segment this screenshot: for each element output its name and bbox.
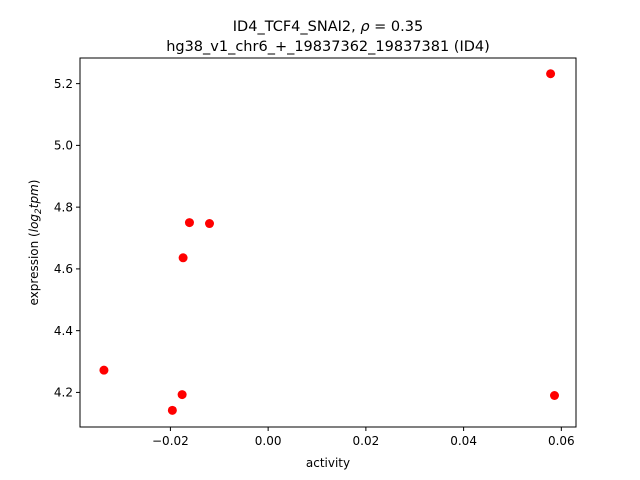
x-axis-label: activity xyxy=(306,456,350,470)
x-axis-ticks: −0.02 0.00 0.02 0.04 0.06 xyxy=(152,427,575,448)
y-tick-label-4: 5.0 xyxy=(54,139,73,153)
y-axis-label-tpm: tpm xyxy=(27,184,41,208)
y-axis-label-log: log xyxy=(27,214,41,233)
data-point-4 xyxy=(184,218,194,228)
chart-title-prefix: ID4_TCF4_SNAI2, xyxy=(233,19,361,35)
y-axis-label-sub: 2 xyxy=(34,208,44,214)
data-points xyxy=(99,69,559,415)
x-tick-label-3: 0.04 xyxy=(450,434,477,448)
y-axis-ticks: 4.2 4.4 4.6 4.8 5.0 5.2 xyxy=(54,77,80,400)
x-tick-label-2: 0.02 xyxy=(353,434,380,448)
chart-title-rho-symbol: ρ xyxy=(360,19,370,35)
data-point-7 xyxy=(550,391,559,400)
y-axis-label-prefix: expression ( xyxy=(27,232,41,305)
data-point-5 xyxy=(205,219,214,229)
x-tick-label-4: 0.06 xyxy=(548,434,575,448)
x-tick-label-0: −0.02 xyxy=(152,434,189,448)
y-tick-label-1: 4.4 xyxy=(54,324,73,338)
y-tick-label-5: 5.2 xyxy=(54,77,73,91)
data-point-2 xyxy=(177,390,187,400)
chart-title-line1: ID4_TCF4_SNAI2, ρ = 0.35 xyxy=(233,19,423,35)
y-tick-label-2: 4.6 xyxy=(54,262,73,276)
data-point-3 xyxy=(178,253,188,263)
y-axis-label: expression (log2tpm) xyxy=(27,180,44,306)
chart-title-rho-value: = 0.35 xyxy=(370,19,424,35)
x-tick-label-1: 0.00 xyxy=(255,434,282,448)
y-tick-label-3: 4.8 xyxy=(54,200,73,214)
y-axis-label-suffix: ) xyxy=(27,180,41,185)
axes-frame xyxy=(79,57,577,428)
data-point-6 xyxy=(546,69,556,79)
data-point-1 xyxy=(167,405,177,415)
chart-title-line2: hg38_v1_chr6_+_19837362_19837381 (ID4) xyxy=(166,39,490,55)
y-tick-label-0: 4.2 xyxy=(54,386,73,400)
data-point-0 xyxy=(99,365,109,375)
plot-area: −0.02 0.00 0.02 0.04 0.06 4.2 4.4 4.6 4.8 5.0 5.2 xyxy=(54,57,577,448)
